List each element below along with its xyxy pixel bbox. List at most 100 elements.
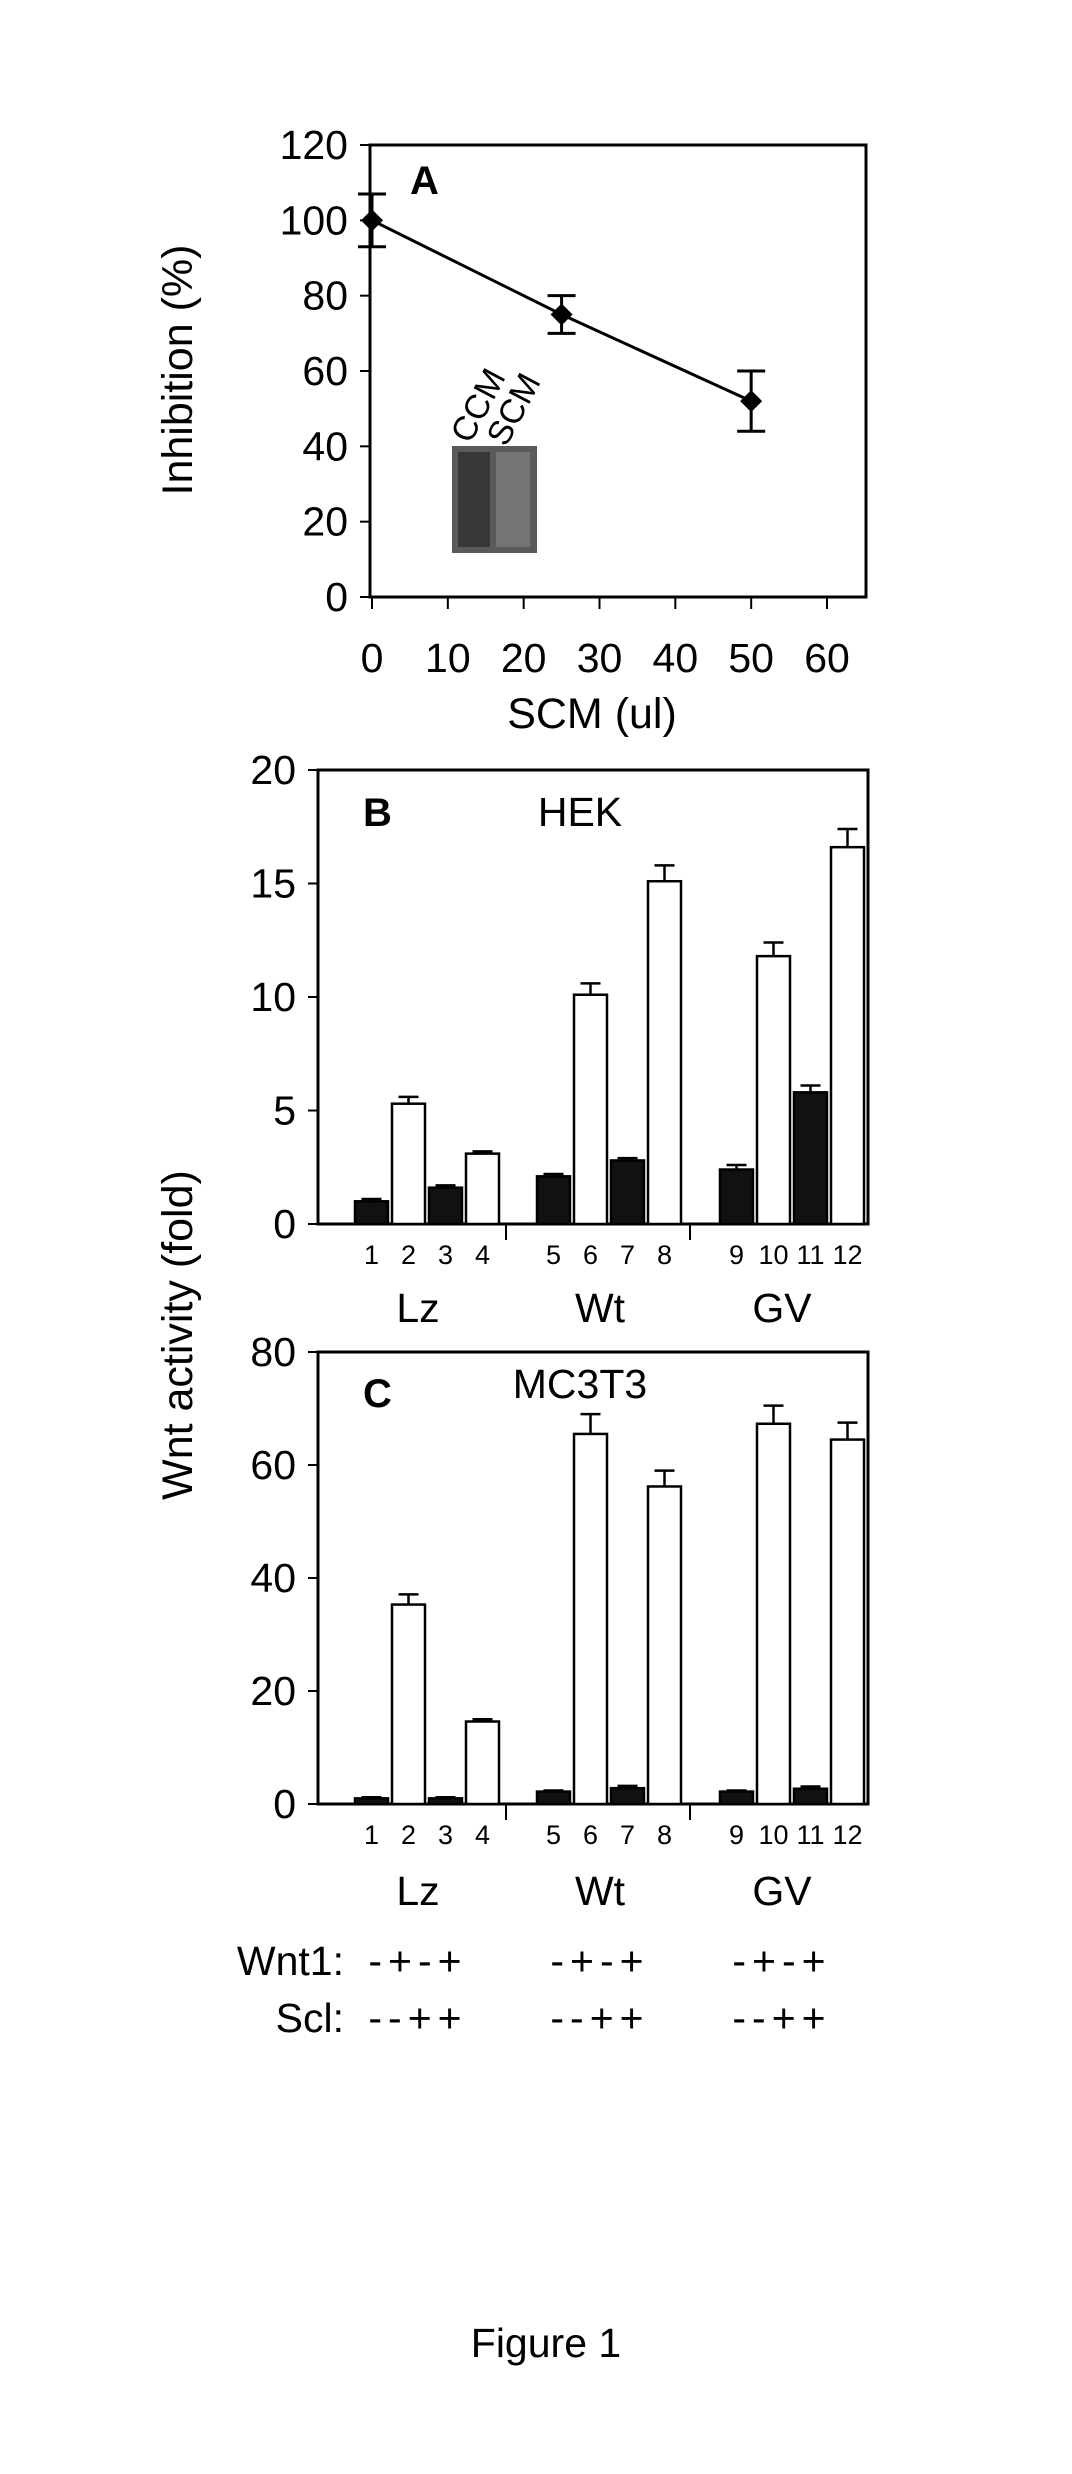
panel-b-group-label-gv: GV (752, 1285, 812, 1331)
y-tick-label: 40 (250, 1555, 296, 1601)
bar-light (829, 845, 866, 1226)
x-tick-label: 10 (425, 635, 471, 681)
bar-number-label: 9 (729, 1240, 744, 1270)
y-tick-label: 0 (325, 574, 348, 620)
bar-dark (609, 1159, 646, 1226)
bar-dark (353, 1200, 390, 1226)
condition-label-wnt1: Wnt1: (237, 1938, 344, 1984)
bar-light (572, 1432, 609, 1806)
bar-dark (353, 1797, 390, 1806)
panel-c-group-label-wt: Wt (575, 1868, 626, 1914)
bar-dark (427, 1797, 464, 1806)
y-tick-label: 5 (273, 1088, 296, 1134)
x-tick-label: 0 (361, 635, 384, 681)
panel-b-letter: B (363, 791, 392, 835)
bar-number-label: 8 (657, 1240, 672, 1270)
bar-dark (718, 1790, 755, 1806)
panel-b-group-label-wt: Wt (575, 1285, 626, 1331)
y-tick-label: 15 (250, 861, 296, 907)
bar-dark (792, 1091, 829, 1226)
x-tick-label: 30 (577, 635, 623, 681)
bar-light (464, 1720, 501, 1806)
y-tick-label: 10 (250, 974, 296, 1020)
y-tick-label: 80 (302, 273, 348, 319)
y-tick-label: 60 (250, 1442, 296, 1488)
bar-number-label: 10 (758, 1820, 788, 1850)
gel-lane-ccm (458, 452, 490, 547)
bar-number-label: 3 (438, 1820, 453, 1850)
bar-number-label: 8 (657, 1820, 672, 1850)
condition-scl-wt: --++ (550, 1995, 649, 2041)
panel-a-x-axis-label: SCM (ul) (507, 690, 677, 738)
bar-light (464, 1152, 501, 1226)
bar-number-label: 1 (364, 1820, 379, 1850)
shared-y-axis-label: Wnt activity (fold) (154, 1170, 202, 1500)
y-tick-label: 20 (250, 1668, 296, 1714)
bar-light (646, 1485, 683, 1806)
y-tick-label: 40 (302, 423, 348, 469)
bar-number-label: 10 (758, 1240, 788, 1270)
figure-caption: Figure 1 (471, 2320, 621, 2366)
bar-light (390, 1603, 427, 1806)
bar-light (390, 1102, 427, 1226)
x-tick-label: 60 (804, 635, 850, 681)
y-tick-label: 20 (250, 747, 296, 793)
bar-number-label: 4 (475, 1820, 490, 1850)
bar-light (829, 1438, 866, 1806)
bar-number-label: 3 (438, 1240, 453, 1270)
bar-dark (535, 1175, 572, 1226)
condition-wnt1-lz: -+-+ (368, 1938, 467, 1984)
panel-b-group-label-lz: Lz (396, 1285, 439, 1331)
bar-number-label: 2 (401, 1820, 416, 1850)
panel-a-letter: A (410, 159, 439, 203)
panel-a-y-axis-label: Inhibition (%) (154, 245, 202, 496)
data-point (740, 390, 763, 413)
bar-number-label: 7 (620, 1820, 635, 1850)
bar-light (755, 954, 792, 1226)
bar-number-label: 11 (796, 1820, 824, 1850)
bar-number-label: 2 (401, 1240, 416, 1270)
bar-number-label: 4 (475, 1240, 490, 1270)
panel-c-title: MC3T3 (513, 1361, 647, 1407)
condition-wnt1-wt: -+-+ (550, 1938, 649, 1984)
condition-wnt1-gv: -+-+ (732, 1938, 831, 1984)
y-tick-label: 0 (273, 1781, 296, 1827)
bar-number-label: 9 (729, 1820, 744, 1850)
bar-dark (609, 1786, 646, 1806)
y-tick-label: 80 (250, 1329, 296, 1375)
bar-number-label: 1 (364, 1240, 379, 1270)
panel-c-group-label-gv: GV (752, 1868, 812, 1914)
bar-number-label: 5 (546, 1240, 561, 1270)
bar-number-label: 12 (832, 1240, 862, 1270)
bar-light (755, 1422, 792, 1806)
bar-dark (718, 1168, 755, 1226)
y-tick-label: 120 (280, 122, 348, 168)
bar-dark (427, 1186, 464, 1226)
bar-number-label: 5 (546, 1820, 561, 1850)
bar-number-label: 6 (583, 1240, 598, 1270)
y-tick-label: 100 (280, 197, 348, 243)
bar-number-label: 7 (620, 1240, 635, 1270)
condition-label-scl: Scl: (276, 1995, 344, 2041)
panel-a-plot-frame (368, 143, 868, 599)
data-point (361, 209, 383, 232)
x-tick-label: 50 (728, 635, 774, 681)
panel-c-group-label-lz: Lz (396, 1868, 439, 1914)
y-tick-label: 20 (302, 499, 348, 545)
y-tick-label: 0 (273, 1201, 296, 1247)
bar-number-label: 11 (796, 1240, 824, 1270)
bar-number-label: 6 (583, 1820, 598, 1850)
data-point (550, 303, 573, 326)
bar-dark (535, 1790, 572, 1806)
x-tick-label: 40 (653, 635, 699, 681)
gel-lane-scm (496, 452, 530, 547)
bar-light (646, 879, 683, 1226)
bar-number-label: 12 (832, 1820, 862, 1850)
x-tick-label: 20 (501, 635, 547, 681)
y-tick-label: 60 (302, 348, 348, 394)
bar-dark (792, 1787, 829, 1806)
